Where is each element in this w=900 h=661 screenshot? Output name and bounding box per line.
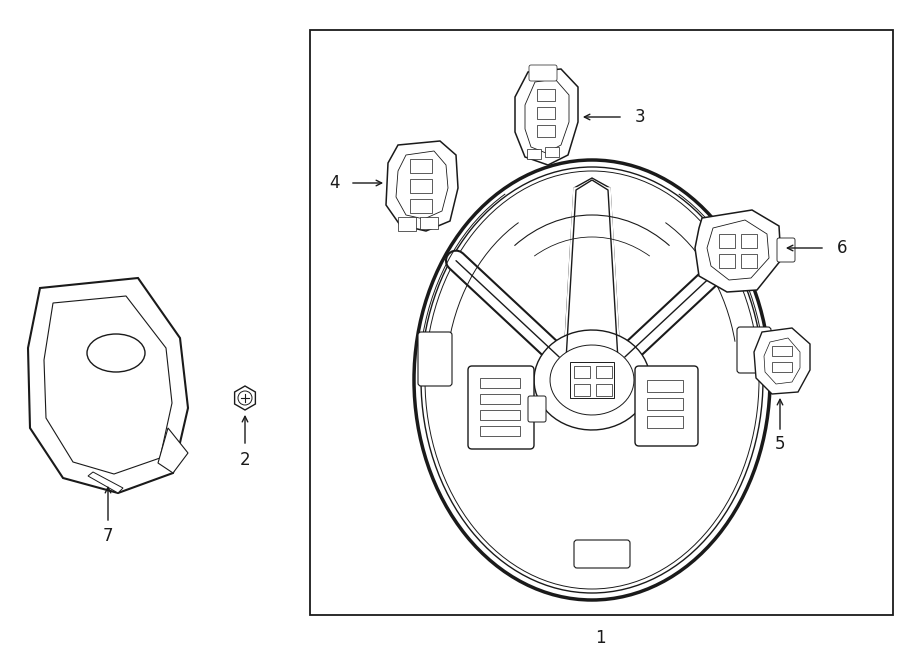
Polygon shape xyxy=(28,278,188,493)
FancyBboxPatch shape xyxy=(418,332,452,386)
Bar xyxy=(310,30,893,615)
Bar xyxy=(647,380,683,392)
Text: 2: 2 xyxy=(239,451,250,469)
Bar xyxy=(574,366,590,378)
Ellipse shape xyxy=(421,167,763,593)
Bar xyxy=(480,426,520,436)
FancyBboxPatch shape xyxy=(635,366,698,446)
Text: 7: 7 xyxy=(103,527,113,545)
Bar xyxy=(647,416,683,428)
Bar xyxy=(480,378,520,388)
Text: 4: 4 xyxy=(329,174,340,192)
Bar xyxy=(537,89,555,101)
Ellipse shape xyxy=(238,391,252,405)
Bar xyxy=(480,394,520,404)
Bar xyxy=(741,254,757,268)
FancyBboxPatch shape xyxy=(777,238,795,262)
FancyBboxPatch shape xyxy=(529,65,557,81)
Bar xyxy=(398,217,416,231)
Polygon shape xyxy=(235,386,256,410)
FancyBboxPatch shape xyxy=(737,327,771,373)
Polygon shape xyxy=(564,180,620,362)
Polygon shape xyxy=(396,151,448,219)
Polygon shape xyxy=(515,69,578,165)
Ellipse shape xyxy=(87,334,145,372)
Text: 6: 6 xyxy=(837,239,848,257)
Bar xyxy=(647,398,683,410)
FancyBboxPatch shape xyxy=(528,396,546,422)
Bar xyxy=(480,410,520,420)
Bar xyxy=(570,362,614,398)
Polygon shape xyxy=(386,141,458,231)
Bar xyxy=(420,217,438,229)
FancyBboxPatch shape xyxy=(468,366,534,449)
Polygon shape xyxy=(534,330,650,430)
Ellipse shape xyxy=(414,160,770,600)
Bar xyxy=(596,366,612,378)
Bar xyxy=(537,107,555,119)
Bar xyxy=(410,159,432,173)
Polygon shape xyxy=(44,296,172,474)
Bar xyxy=(772,346,792,356)
Polygon shape xyxy=(88,472,123,493)
Bar xyxy=(574,384,590,396)
Polygon shape xyxy=(754,328,810,394)
Bar xyxy=(741,234,757,248)
Text: 1: 1 xyxy=(595,629,606,647)
Polygon shape xyxy=(695,210,781,292)
Bar xyxy=(719,234,735,248)
Bar xyxy=(410,179,432,193)
Polygon shape xyxy=(707,220,769,280)
Bar xyxy=(772,362,792,372)
Polygon shape xyxy=(158,428,188,473)
Bar xyxy=(719,254,735,268)
Polygon shape xyxy=(564,178,620,358)
Bar xyxy=(545,147,559,157)
Text: 3: 3 xyxy=(635,108,645,126)
FancyBboxPatch shape xyxy=(574,540,630,568)
Bar xyxy=(527,149,541,159)
Bar xyxy=(410,199,432,213)
Polygon shape xyxy=(550,345,634,415)
Bar xyxy=(596,384,612,396)
Polygon shape xyxy=(525,79,569,153)
Text: 5: 5 xyxy=(775,435,785,453)
Polygon shape xyxy=(764,338,800,384)
Bar xyxy=(537,125,555,137)
